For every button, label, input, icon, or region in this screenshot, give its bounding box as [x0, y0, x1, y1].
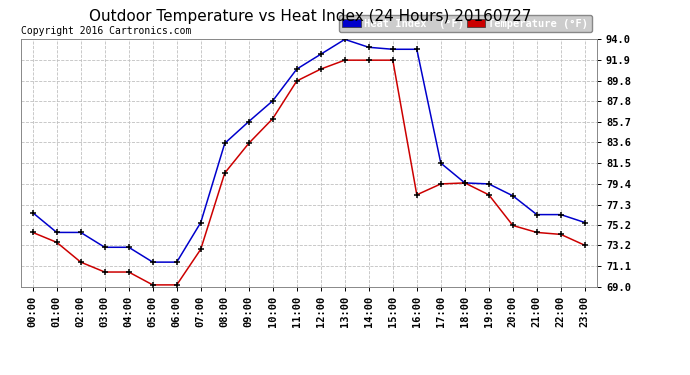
Legend: Heat Index  (°F), Temperature (°F): Heat Index (°F), Temperature (°F) [339, 15, 591, 32]
Text: Outdoor Temperature vs Heat Index (24 Hours) 20160727: Outdoor Temperature vs Heat Index (24 Ho… [89, 9, 532, 24]
Text: Copyright 2016 Cartronics.com: Copyright 2016 Cartronics.com [21, 26, 191, 36]
